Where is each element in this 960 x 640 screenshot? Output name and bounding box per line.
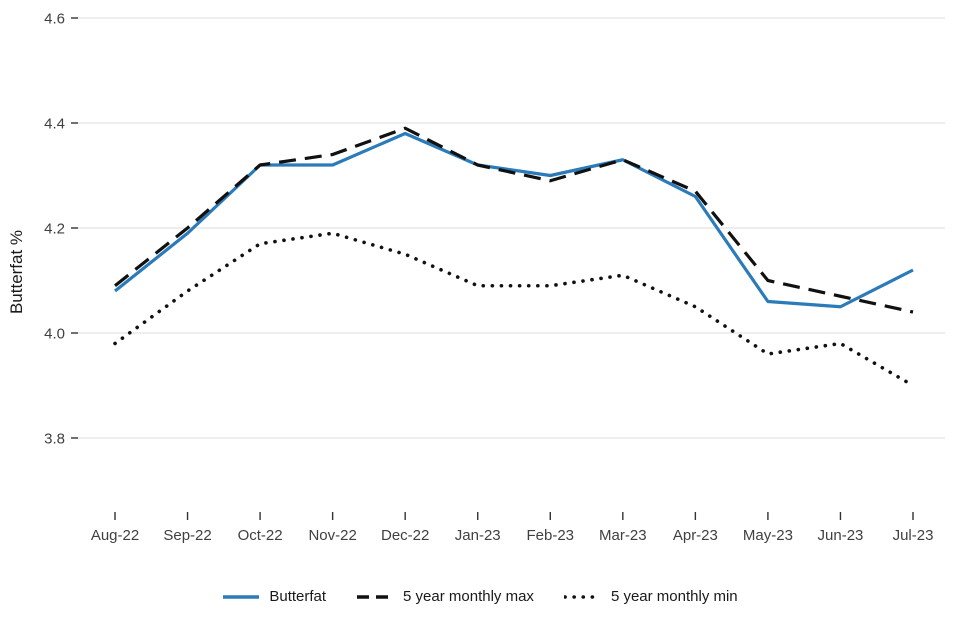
legend-label: 5 year monthly min xyxy=(610,588,738,605)
x-tick-label: Mar-23 xyxy=(599,527,647,544)
plot-area: 3.8 4.0 4.2 4.4 4.6 Aug-22 Sep-22 Oct-22 Nov-22 D… xyxy=(7,10,945,544)
x-tick-label: Apr-23 xyxy=(673,527,718,544)
x-tick-label: Feb-23 xyxy=(527,527,575,544)
x-tick-label: Sep-22 xyxy=(163,527,211,544)
gridlines xyxy=(78,17,945,439)
y-tick-label: 4.4 xyxy=(44,115,65,132)
y-axis-title: Butterfat % xyxy=(7,230,26,314)
legend-line-sample xyxy=(223,594,260,599)
legend-line-sample xyxy=(357,594,394,599)
legend-item-5-year-monthly-min: 5 year monthly min xyxy=(563,588,738,605)
y-tick-label: 4.6 xyxy=(44,10,65,27)
x-tick-label: May-23 xyxy=(743,527,793,544)
legend-label: Butterfat xyxy=(269,588,327,605)
axes: 3.8 4.0 4.2 4.4 4.6 Aug-22 Sep-22 Oct-22 Nov-22 D… xyxy=(44,10,933,544)
x-tick-label: Nov-22 xyxy=(308,527,356,544)
legend-item-butterfat: Butterfat xyxy=(222,588,326,605)
x-tick-label: Jun-23 xyxy=(818,527,864,544)
x-tick-label: Oct-22 xyxy=(238,527,283,544)
chart-legend: Butterfat 5 year monthly max 5 year monthl… xyxy=(0,588,960,605)
y-tick-label: 4.0 xyxy=(44,325,65,342)
y-tick-label: 3.8 xyxy=(44,430,65,447)
series-line-5-year-monthly-min xyxy=(113,231,915,388)
series-line-5-year-monthly-max xyxy=(114,126,914,314)
legend-item-5-year-monthly-max: 5 year monthly max xyxy=(356,588,534,605)
x-tick-label: Jul-23 xyxy=(893,527,934,544)
x-tick-label: Aug-22 xyxy=(91,527,139,544)
legend-label: 5 year monthly max xyxy=(403,588,534,605)
legend-line-sample xyxy=(563,594,602,599)
x-tick-label: Jan-23 xyxy=(455,527,501,544)
series-lines xyxy=(113,126,915,388)
y-tick-label: 4.2 xyxy=(44,220,65,237)
x-tick-label: Dec-22 xyxy=(381,527,429,544)
series-line-butterfat xyxy=(114,131,914,309)
